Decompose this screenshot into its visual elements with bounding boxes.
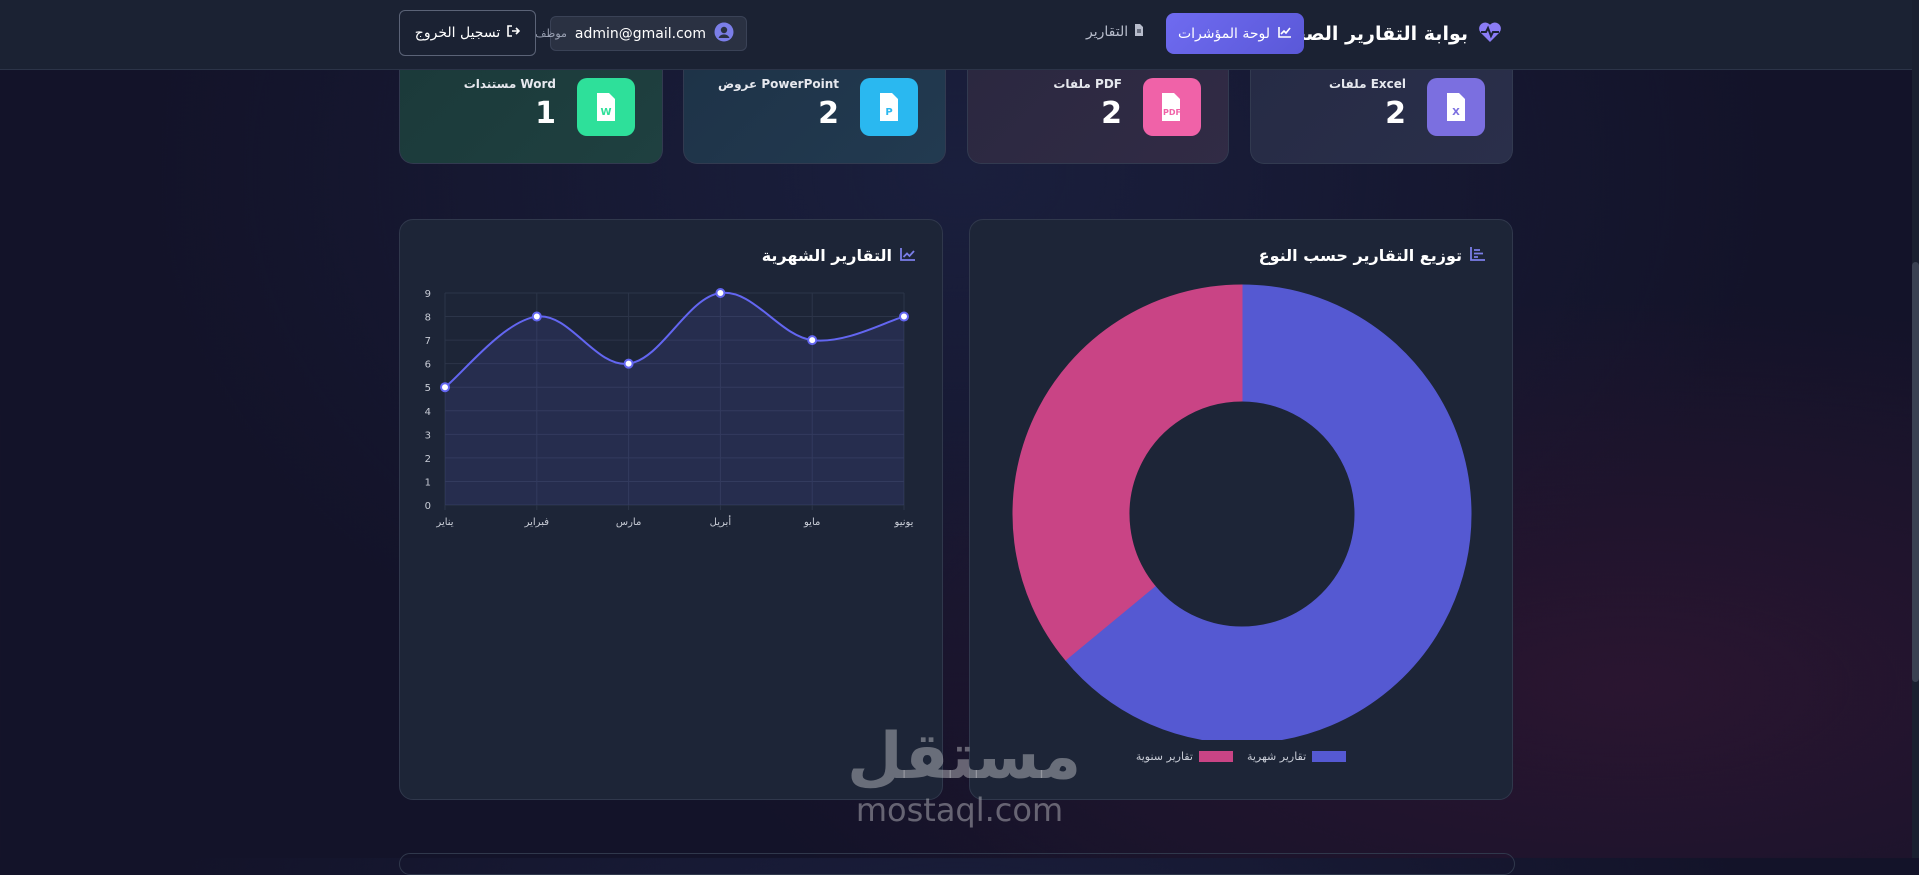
pie-panel-title: توزيع التقارير حسب النوع — [1259, 246, 1486, 265]
line-point-4[interactable] — [807, 335, 818, 346]
doughnut-chart — [1012, 284, 1472, 740]
line-chart: 0 1 2 3 4 5 6 7 8 9 يناير فبراير مارس أبريل مايو يونيو — [425, 288, 914, 528]
pie-legend: تقارير شهرية تقارير سنوية — [970, 750, 1512, 763]
stat-label-word: مستندات Word — [463, 77, 556, 91]
nav-dashboard-label: لوحة المؤشرات — [1177, 25, 1271, 42]
chart-line-icon — [900, 246, 916, 265]
line-chart-panel: التقارير الشهرية 0 1 2 3 4 5 6 7 8 9 يناير فبراير ما… — [399, 219, 943, 800]
file-icon — [1134, 24, 1144, 40]
legend-item-monthly[interactable]: تقارير شهرية — [1246, 750, 1347, 763]
line-point-3[interactable] — [715, 288, 726, 298]
svg-text:P: P — [885, 107, 892, 118]
x-tick-label: فبراير — [524, 517, 550, 528]
legend-label-annual: تقارير سنوية — [1135, 750, 1193, 763]
svg-text:W: W — [600, 107, 611, 118]
logout-button[interactable]: تسجيل الخروج — [399, 10, 536, 56]
brand-title: بوابة التقارير الصحية — [1273, 23, 1468, 45]
line-area-fill — [445, 292, 904, 505]
y-tick-label: 2 — [425, 454, 431, 465]
nav-reports-label: التقارير — [1086, 24, 1129, 40]
x-tick-label: يناير — [435, 517, 453, 528]
y-tick-label: 7 — [425, 336, 431, 347]
y-tick-label: 1 — [425, 477, 431, 488]
stat-value-pdf: 2 — [1101, 96, 1122, 131]
y-tick-label: 0 — [425, 501, 431, 512]
pie-panel-title-text: توزيع التقارير حسب النوع — [1258, 246, 1462, 265]
top-navbar: بوابة التقارير الصحية لوحة المؤشرات التق… — [0, 0, 1912, 70]
pdf-file-icon: PDF — [1143, 78, 1201, 136]
y-tick-label: 5 — [425, 383, 431, 394]
x-tick-label: مارس — [616, 517, 641, 528]
nav-dashboard[interactable]: لوحة المؤشرات — [1166, 13, 1304, 54]
stat-label-powerpoint: عروض PowerPoint — [717, 77, 839, 91]
nav-reports[interactable]: التقارير — [1086, 24, 1144, 40]
stat-card-word: W مستندات Word 1 — [399, 70, 663, 164]
y-tick-label: 4 — [425, 407, 431, 418]
stat-label-excel: ملفات Excel — [1328, 77, 1406, 91]
heart-pulse-icon — [1478, 21, 1502, 47]
stat-card-pdf: PDF ملفات PDF 2 — [967, 70, 1229, 164]
line-panel-title: التقارير الشهرية — [762, 246, 916, 265]
stat-value-excel: 2 — [1385, 96, 1406, 131]
line-point-1[interactable] — [531, 311, 542, 322]
logout-label: تسجيل الخروج — [414, 25, 501, 41]
y-tick-label: 9 — [425, 289, 431, 300]
svg-text:PDF: PDF — [1163, 108, 1181, 117]
watermark-arabic: مستقل — [847, 720, 1082, 794]
x-tick-label: أبريل — [710, 515, 732, 528]
brand[interactable]: بوابة التقارير الصحية — [1273, 0, 1502, 68]
pie-slice-1[interactable] — [1012, 284, 1243, 661]
stat-value-word: 1 — [535, 96, 556, 131]
x-tick-label: مايو — [803, 517, 820, 528]
line-panel-title-text: التقارير الشهرية — [761, 246, 892, 265]
scrollbar-thumb[interactable] — [1912, 262, 1919, 682]
svg-text:X: X — [1452, 107, 1460, 118]
user-circle-icon — [714, 22, 734, 46]
legend-label-monthly: تقارير شهرية — [1246, 750, 1307, 763]
watermark: مستقل mostaql.com — [847, 720, 1082, 829]
x-tick-label: يونيو — [894, 517, 914, 528]
word-file-icon: W — [577, 78, 635, 136]
y-tick-label: 6 — [425, 360, 431, 371]
user-role: موظف — [535, 27, 567, 40]
page-scrollbar[interactable] — [1912, 0, 1919, 858]
watermark-latin: mostaql.com — [855, 791, 1064, 829]
stat-value-powerpoint: 2 — [818, 96, 839, 131]
user-info[interactable]: موظف admin@gmail.com — [535, 16, 747, 51]
sign-out-icon — [507, 25, 521, 41]
pie-chart-panel: توزيع التقارير حسب النوع تقارير شهرية تق… — [969, 219, 1513, 800]
powerpoint-file-icon: P — [860, 78, 918, 136]
line-point-2[interactable] — [623, 358, 634, 369]
legend-swatch-annual — [1198, 751, 1233, 762]
line-point-5[interactable] — [899, 311, 909, 322]
stat-card-excel: X ملفات Excel 2 — [1250, 70, 1513, 164]
y-tick-label: 8 — [425, 313, 431, 324]
excel-file-icon: X — [1427, 78, 1485, 136]
y-tick-label: 3 — [425, 430, 431, 441]
stat-label-pdf: ملفات PDF — [1053, 77, 1122, 91]
chart-line-icon — [1278, 26, 1292, 42]
user-email: admin@gmail.com — [574, 25, 706, 42]
chart-bar-icon — [1470, 246, 1486, 265]
legend-item-annual[interactable]: تقارير سنوية — [1136, 750, 1233, 763]
pie-slice-0[interactable] — [1064, 284, 1472, 740]
legend-swatch-monthly — [1312, 751, 1347, 762]
line-point-0[interactable] — [440, 382, 450, 393]
next-panel-edge — [399, 853, 1515, 875]
stat-card-powerpoint: P عروض PowerPoint 2 — [683, 70, 946, 164]
